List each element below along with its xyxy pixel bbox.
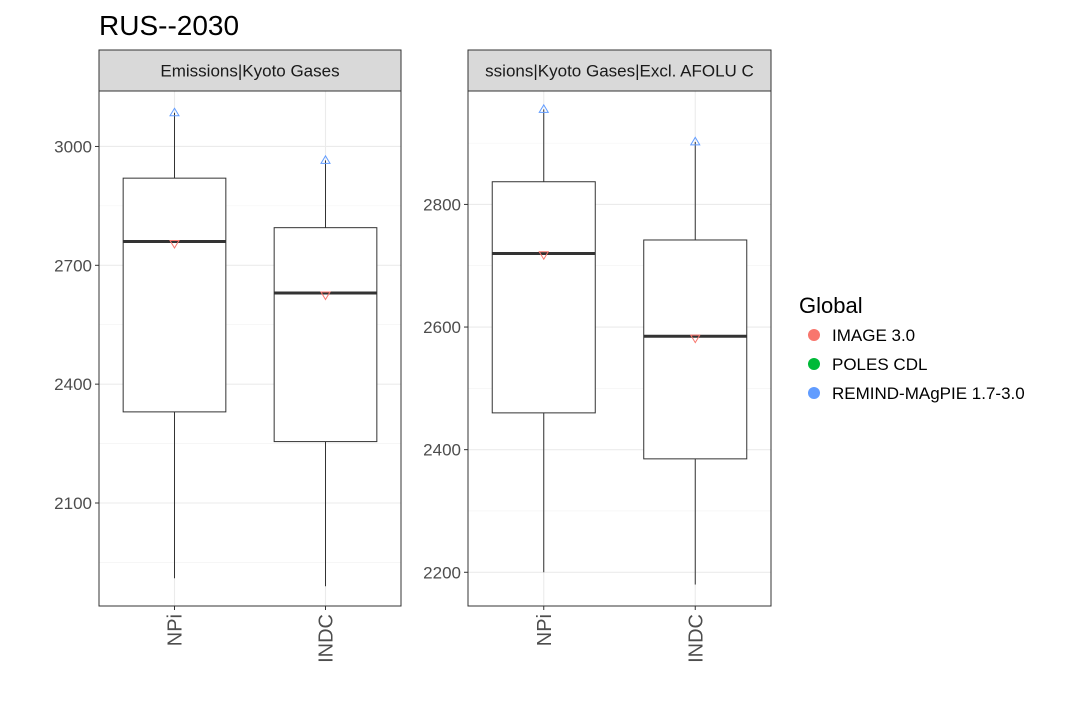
- model-point: [320, 291, 331, 301]
- panels: Emissions|Kyoto Gases 2100 2400 2700 3000 NPi…: [54, 49, 772, 663]
- model-point: [689, 334, 701, 344]
- x-tick-label: NPi: [534, 614, 556, 646]
- panel-border: [98, 90, 402, 607]
- x-tick-label: INDC: [316, 614, 338, 663]
- x-axis: NPi INDC: [165, 606, 338, 663]
- y-tick-label: 2400: [54, 375, 92, 394]
- chart-title: RUS--2030: [99, 10, 239, 41]
- box-body: [491, 181, 596, 414]
- x-tick-label: INDC: [685, 614, 707, 663]
- model-point: [169, 107, 180, 117]
- legend-key: [808, 358, 820, 370]
- y-tick-label: 2100: [54, 494, 92, 513]
- x-tick-label: NPi: [165, 614, 187, 646]
- model-point: [538, 251, 550, 261]
- legend: Global IMAGE 3.0 POLES CDL REMIND-MAgPIE 1…: [799, 293, 1025, 403]
- x-axis: NPi INDC: [534, 606, 707, 663]
- box-body: [643, 239, 748, 460]
- y-tick-label: 2700: [54, 256, 92, 275]
- facet-strip: [98, 49, 402, 92]
- panel-1: Emissions|Kyoto Gases 2100 2400 2700 3000 NPi…: [54, 49, 402, 663]
- panel-border: [467, 90, 772, 607]
- y-tick-label: 2600: [423, 318, 461, 337]
- y-tick-label: 3000: [54, 137, 92, 156]
- model-point: [320, 154, 331, 164]
- legend-entry: POLES CDL: [808, 355, 927, 374]
- box-NPi: [491, 103, 596, 573]
- boxes: [491, 103, 748, 585]
- model-point: [689, 136, 701, 146]
- box-body: [122, 177, 227, 413]
- panel-2: ssions|Kyoto Gases|Excl. AFOLU C 2200 2400…: [423, 49, 772, 663]
- y-axis: 2100 2400 2700 3000: [54, 137, 99, 513]
- y-tick-label: 2800: [423, 195, 461, 214]
- y-tick-label: 2400: [423, 441, 461, 460]
- legend-items: IMAGE 3.0 POLES CDL REMIND-MAgPIE 1.7-3.0: [808, 326, 1025, 403]
- legend-key: [808, 387, 820, 399]
- boxes: [122, 107, 378, 587]
- facet-strip-label: Emissions|Kyoto Gases: [160, 62, 339, 81]
- legend-entry: REMIND-MAgPIE 1.7-3.0: [808, 384, 1025, 403]
- box-NPi: [122, 107, 227, 579]
- facet-strip: [467, 49, 772, 92]
- facet-strip-label: ssions|Kyoto Gases|Excl. AFOLU C: [485, 62, 754, 81]
- legend-label: IMAGE 3.0: [832, 326, 915, 345]
- legend-key: [808, 329, 820, 341]
- y-axis: 2200 2400 2600 2800: [423, 195, 468, 582]
- legend-entry: IMAGE 3.0: [808, 326, 915, 345]
- y-tick-label: 2200: [423, 563, 461, 582]
- model-point: [538, 103, 550, 113]
- box-INDC: [273, 154, 378, 587]
- box-INDC: [643, 136, 748, 585]
- legend-label: POLES CDL: [832, 355, 927, 374]
- legend-title: Global: [799, 293, 863, 318]
- legend-label: REMIND-MAgPIE 1.7-3.0: [832, 384, 1025, 403]
- model-point: [169, 240, 180, 249]
- box-body: [273, 227, 378, 443]
